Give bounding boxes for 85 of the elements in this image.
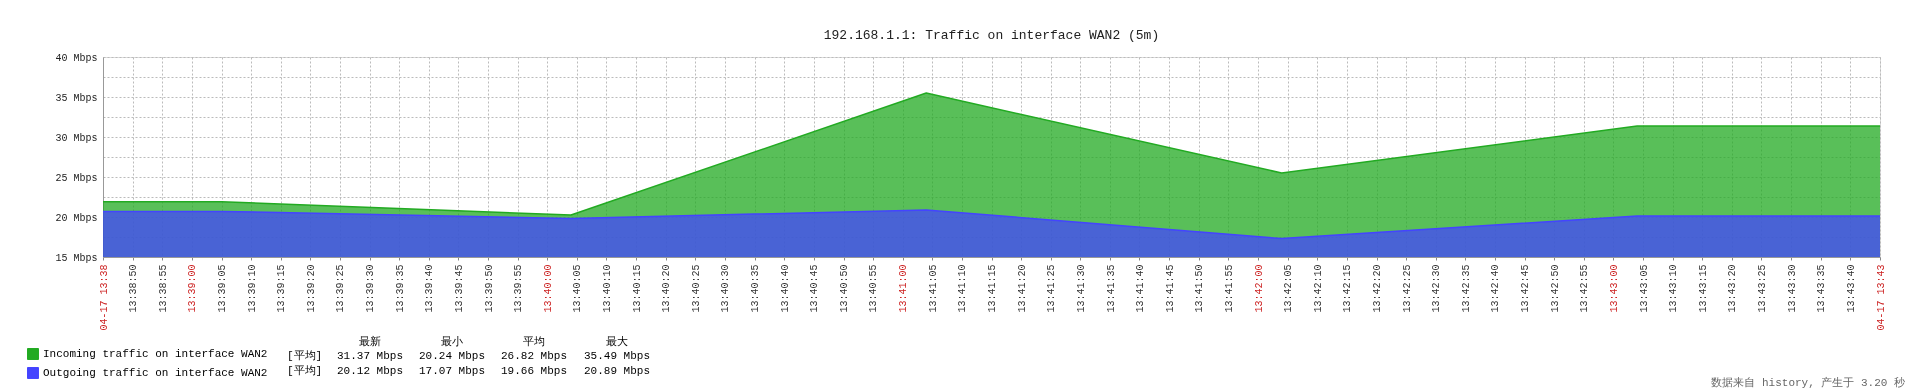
x-tick-label: 13:40:25 [690,264,702,313]
x-tick-label: 13:39:40 [424,264,436,313]
x-tick-label: 13:42:45 [1520,264,1532,313]
x-tick-label: 13:41:50 [1194,264,1206,313]
text: 26.82 Mbps [500,350,568,362]
x-tick-label: 13:39:25 [335,264,347,313]
x-tick-label: 13:42:50 [1549,264,1561,313]
x-tick-label: 13:43:05 [1638,264,1650,313]
x-tick-label: 13:38:50 [128,264,140,313]
y-tick-label: 40 Mbps [55,52,98,64]
x-tick-label: 13:42:00 [1253,264,1265,313]
x-tick-label: 13:39:30 [365,264,377,313]
x-tick-label: 13:40:35 [750,264,762,313]
x-tick-label: 13:39:55 [513,264,525,313]
text: [平均] [287,350,323,362]
x-tick-label: 13:40:20 [661,264,673,313]
text: 最新 [359,335,381,348]
x-tick-label: 13:41:20 [1016,264,1028,313]
x-tick-label: 04-17 13:38 [98,264,110,331]
x-tick-label: 13:43:25 [1756,264,1768,313]
x-tick-label: 13:39:50 [483,264,495,313]
x-tick-label: 13:42:05 [1283,264,1295,313]
text: 平均 [523,336,545,348]
y-tick-label: 25 Mbps [55,172,98,184]
x-tick-label: 13:41:15 [987,264,998,313]
text: 最小 [441,335,463,348]
y-tick-label: 30 Mbps [55,132,98,144]
x-tick-label: 13:41:35 [1105,264,1117,313]
x-tick-label: 13:43:15 [1697,264,1709,313]
x-tick-label: 13:40:55 [868,264,880,313]
text: 最大 [606,335,628,348]
text: 数据来自 history, 产生于 3.20 秒 [1711,376,1905,389]
x-tick-label: 13:39:20 [305,264,317,313]
x-tick-label: 13:43:35 [1816,264,1828,313]
text: [平均] [287,365,323,377]
y-tick-label: 15 Mbps [55,252,98,264]
x-tick-label: 13:39:35 [394,264,406,313]
x-tick-label: 13:42:15 [1342,264,1354,313]
x-tick-label: 13:43:00 [1608,264,1620,313]
x-tick-label: 13:39:05 [217,264,229,313]
y-tick-label: 20 Mbps [55,212,98,224]
text: 20.12 Mbps [336,365,404,377]
text: 35.49 Mbps [583,350,651,362]
x-tick-label: 13:39:45 [453,264,465,313]
x-tick-label: 13:41:55 [1223,264,1235,313]
text: 31.37 Mbps [336,350,404,362]
x-tick-label: 13:41:40 [1134,264,1146,313]
y-tick-label: 35 Mbps [55,92,98,104]
x-tick-label: 13:42:25 [1401,264,1413,313]
x-tick-label: 13:40:10 [601,264,613,313]
x-tick-label: 13:41:10 [957,264,969,313]
x-tick-label: 13:40:45 [809,264,821,313]
x-tick-label: 13:40:30 [720,264,732,313]
x-tick-label: 13:43:40 [1845,264,1857,313]
x-tick-label: 13:42:10 [1312,264,1324,313]
x-tick-label: 13:40:50 [839,264,851,313]
x-tick-label: 13:41:30 [1075,264,1087,313]
text: 20.89 Mbps [583,365,651,377]
text: 17.07 Mbps [418,365,486,377]
x-tick-label: 13:40:15 [631,264,643,313]
x-tick-label: 13:41:00 [898,264,910,313]
x-tick-label: 13:42:30 [1431,264,1443,313]
x-tick-label: 13:38:55 [157,264,169,313]
x-tick-label: 13:40:00 [542,264,554,313]
x-tick-label: 13:43:30 [1786,264,1798,313]
text: 19.66 Mbps [500,365,568,377]
text: 20.24 Mbps [418,350,486,362]
legend-label: Outgoing traffic on interface WAN2 [43,367,268,379]
x-tick-label: 13:42:20 [1372,264,1384,313]
x-tick-label: 13:42:35 [1460,264,1472,313]
x-tick-label: 13:42:40 [1490,264,1502,313]
x-tick-label: 13:39:15 [276,264,288,313]
x-tick-label: 13:41:45 [1164,264,1176,313]
legend-label: Incoming traffic on interface WAN2 [43,348,268,360]
x-tick-label: 13:39:10 [246,264,258,313]
x-tick-label: 13:39:00 [187,264,199,313]
x-tick-label: 13:40:40 [779,264,791,313]
x-tick-label: 13:43:10 [1668,264,1680,313]
x-tick-label: 13:41:25 [1046,264,1058,313]
x-tick-label: 13:42:55 [1579,264,1591,313]
x-tick-label: 13:43:20 [1727,264,1739,313]
x-tick-label: 04-17 13:43 [1875,264,1887,331]
x-tick-label: 13:41:05 [927,264,939,313]
chart-title: 192.168.1.1: Traffic on interface WAN2 (5m) [823,28,1160,43]
x-tick-label: 13:40:05 [572,264,584,313]
